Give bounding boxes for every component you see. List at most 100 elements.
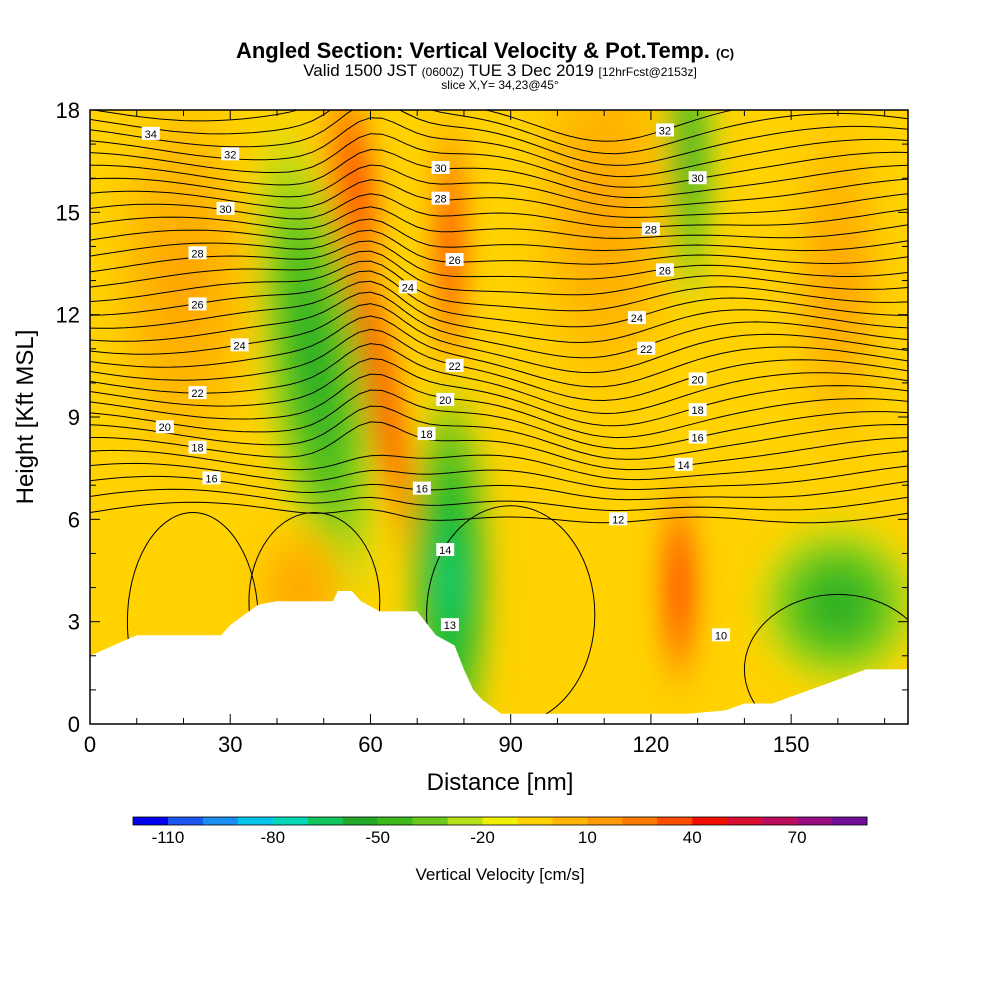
theta-label: 18 — [188, 440, 207, 455]
theta-label: 26 — [188, 297, 207, 311]
theta-isoline — [90, 260, 908, 312]
theta-label: 13 — [440, 618, 459, 632]
slice-label: slice X,Y= 34,23@45° — [441, 78, 559, 92]
x-axis-label: Distance [nm] — [427, 769, 574, 796]
theta-label: 16 — [688, 430, 707, 444]
theta-isoline — [90, 280, 908, 344]
theta-label: 24 — [627, 311, 646, 325]
theta-label: 30 — [431, 160, 450, 175]
svg-text:10: 10 — [715, 630, 727, 642]
theta-label: 22 — [637, 341, 656, 356]
svg-text:34: 34 — [145, 129, 157, 141]
colorbar-tick-label: -110 — [152, 828, 185, 847]
theta-isoline — [90, 110, 735, 142]
theta-isoline — [90, 110, 908, 166]
theta-isoline — [90, 389, 908, 450]
svg-text:16: 16 — [416, 484, 428, 496]
theta-isoline — [90, 462, 908, 491]
theta-label: 16 — [412, 481, 431, 496]
svg-text:30: 30 — [692, 173, 704, 185]
svg-text:14: 14 — [678, 460, 690, 472]
svg-text:22: 22 — [640, 344, 652, 356]
colorbar-swatch — [692, 817, 728, 825]
theta-isoline — [90, 475, 908, 501]
svg-text:28: 28 — [191, 248, 203, 260]
colorbar-swatch — [587, 817, 623, 825]
theta-label: 26 — [655, 263, 674, 277]
colorbar-swatch — [552, 817, 588, 825]
chart-subtitle: Valid 1500 JST (0600Z) TUE 3 Dec 2019 [1… — [303, 61, 697, 80]
colorbar-swatch — [447, 817, 484, 825]
theta-isoline — [90, 449, 908, 481]
colorbar-tick-label: 40 — [683, 828, 702, 847]
velocity-field: 34 32 30 28 26 24 22 20 18 16 30 28 26 24 22 20 18 16 14 13… — [90, 110, 908, 724]
theta-label: 14 — [436, 543, 455, 557]
theta-isoline — [90, 240, 908, 280]
theta-isoline — [90, 270, 908, 328]
colorbar-swatch — [727, 817, 763, 825]
colorbar-tick-label: 10 — [578, 828, 597, 847]
colorbar-tick-label: -50 — [365, 828, 390, 847]
y-tick-label: 18 — [56, 98, 80, 123]
y-tick-label: 15 — [56, 200, 80, 225]
theta-isoline — [90, 250, 908, 296]
y-tick-label: 3 — [68, 610, 80, 635]
theta-label: 28 — [188, 246, 207, 260]
svg-text:18: 18 — [692, 405, 704, 417]
colorbar-swatch — [307, 817, 344, 825]
colorbar-swatch — [133, 817, 169, 825]
x-tick-label: 0 — [84, 732, 96, 757]
svg-text:26: 26 — [191, 299, 203, 311]
svg-text:14: 14 — [439, 545, 451, 557]
svg-text:16: 16 — [205, 473, 217, 485]
theta-label: 20 — [155, 420, 174, 434]
theta-label: 14 — [674, 457, 693, 472]
theta-label: 20 — [436, 392, 455, 407]
theta-isoline — [90, 303, 908, 374]
colorbar-swatch — [832, 817, 868, 825]
colorbar-swatch — [377, 817, 414, 825]
theta-isoline — [90, 164, 908, 208]
x-tick-label: 120 — [633, 732, 670, 757]
y-tick-label: 0 — [68, 712, 80, 737]
colorbar-swatch — [762, 817, 798, 825]
svg-text:16: 16 — [692, 432, 704, 444]
theta-label: 28 — [641, 222, 660, 236]
theta-label: 32 — [221, 147, 240, 161]
theta-isoline — [90, 206, 908, 239]
svg-text:26: 26 — [659, 265, 671, 277]
y-tick-label: 6 — [68, 507, 80, 532]
svg-text:32: 32 — [659, 125, 671, 137]
theta-isoline — [90, 133, 908, 188]
colorbar-swatch — [167, 817, 204, 825]
colorbar-swatch — [272, 817, 309, 825]
svg-text:20: 20 — [439, 395, 451, 407]
colorbar-tick-label: 70 — [788, 828, 807, 847]
theta-label: 24 — [398, 280, 417, 294]
y-axis-label: Height [Kft MSL] — [12, 330, 39, 505]
theta-label: 30 — [216, 201, 235, 216]
theta-isoline — [90, 328, 908, 402]
theta-label: 24 — [230, 338, 249, 352]
theta-isoline — [90, 229, 908, 265]
colorbar-label: Vertical Velocity [cm/s] — [415, 865, 584, 884]
theta-label: 34 — [141, 126, 160, 141]
svg-text:30: 30 — [219, 204, 231, 216]
colorbar-swatch — [517, 817, 553, 825]
y-tick-label: 12 — [56, 303, 80, 328]
svg-text:28: 28 — [645, 224, 657, 236]
svg-text:24: 24 — [631, 313, 643, 325]
colorbar-swatch — [412, 817, 449, 825]
svg-text:28: 28 — [434, 194, 446, 206]
svg-text:20: 20 — [159, 422, 171, 434]
chart-title: Angled Section: Vertical Velocity & Pot.… — [236, 38, 734, 63]
theta-label: 28 — [431, 191, 450, 206]
x-tick-label: 150 — [773, 732, 810, 757]
theta-label: 26 — [445, 253, 464, 267]
svg-text:20: 20 — [692, 374, 704, 386]
theta-label: 12 — [609, 512, 628, 526]
theta-label: 18 — [417, 427, 436, 441]
theta-isoline — [90, 357, 908, 427]
theta-label: 10 — [712, 628, 731, 642]
